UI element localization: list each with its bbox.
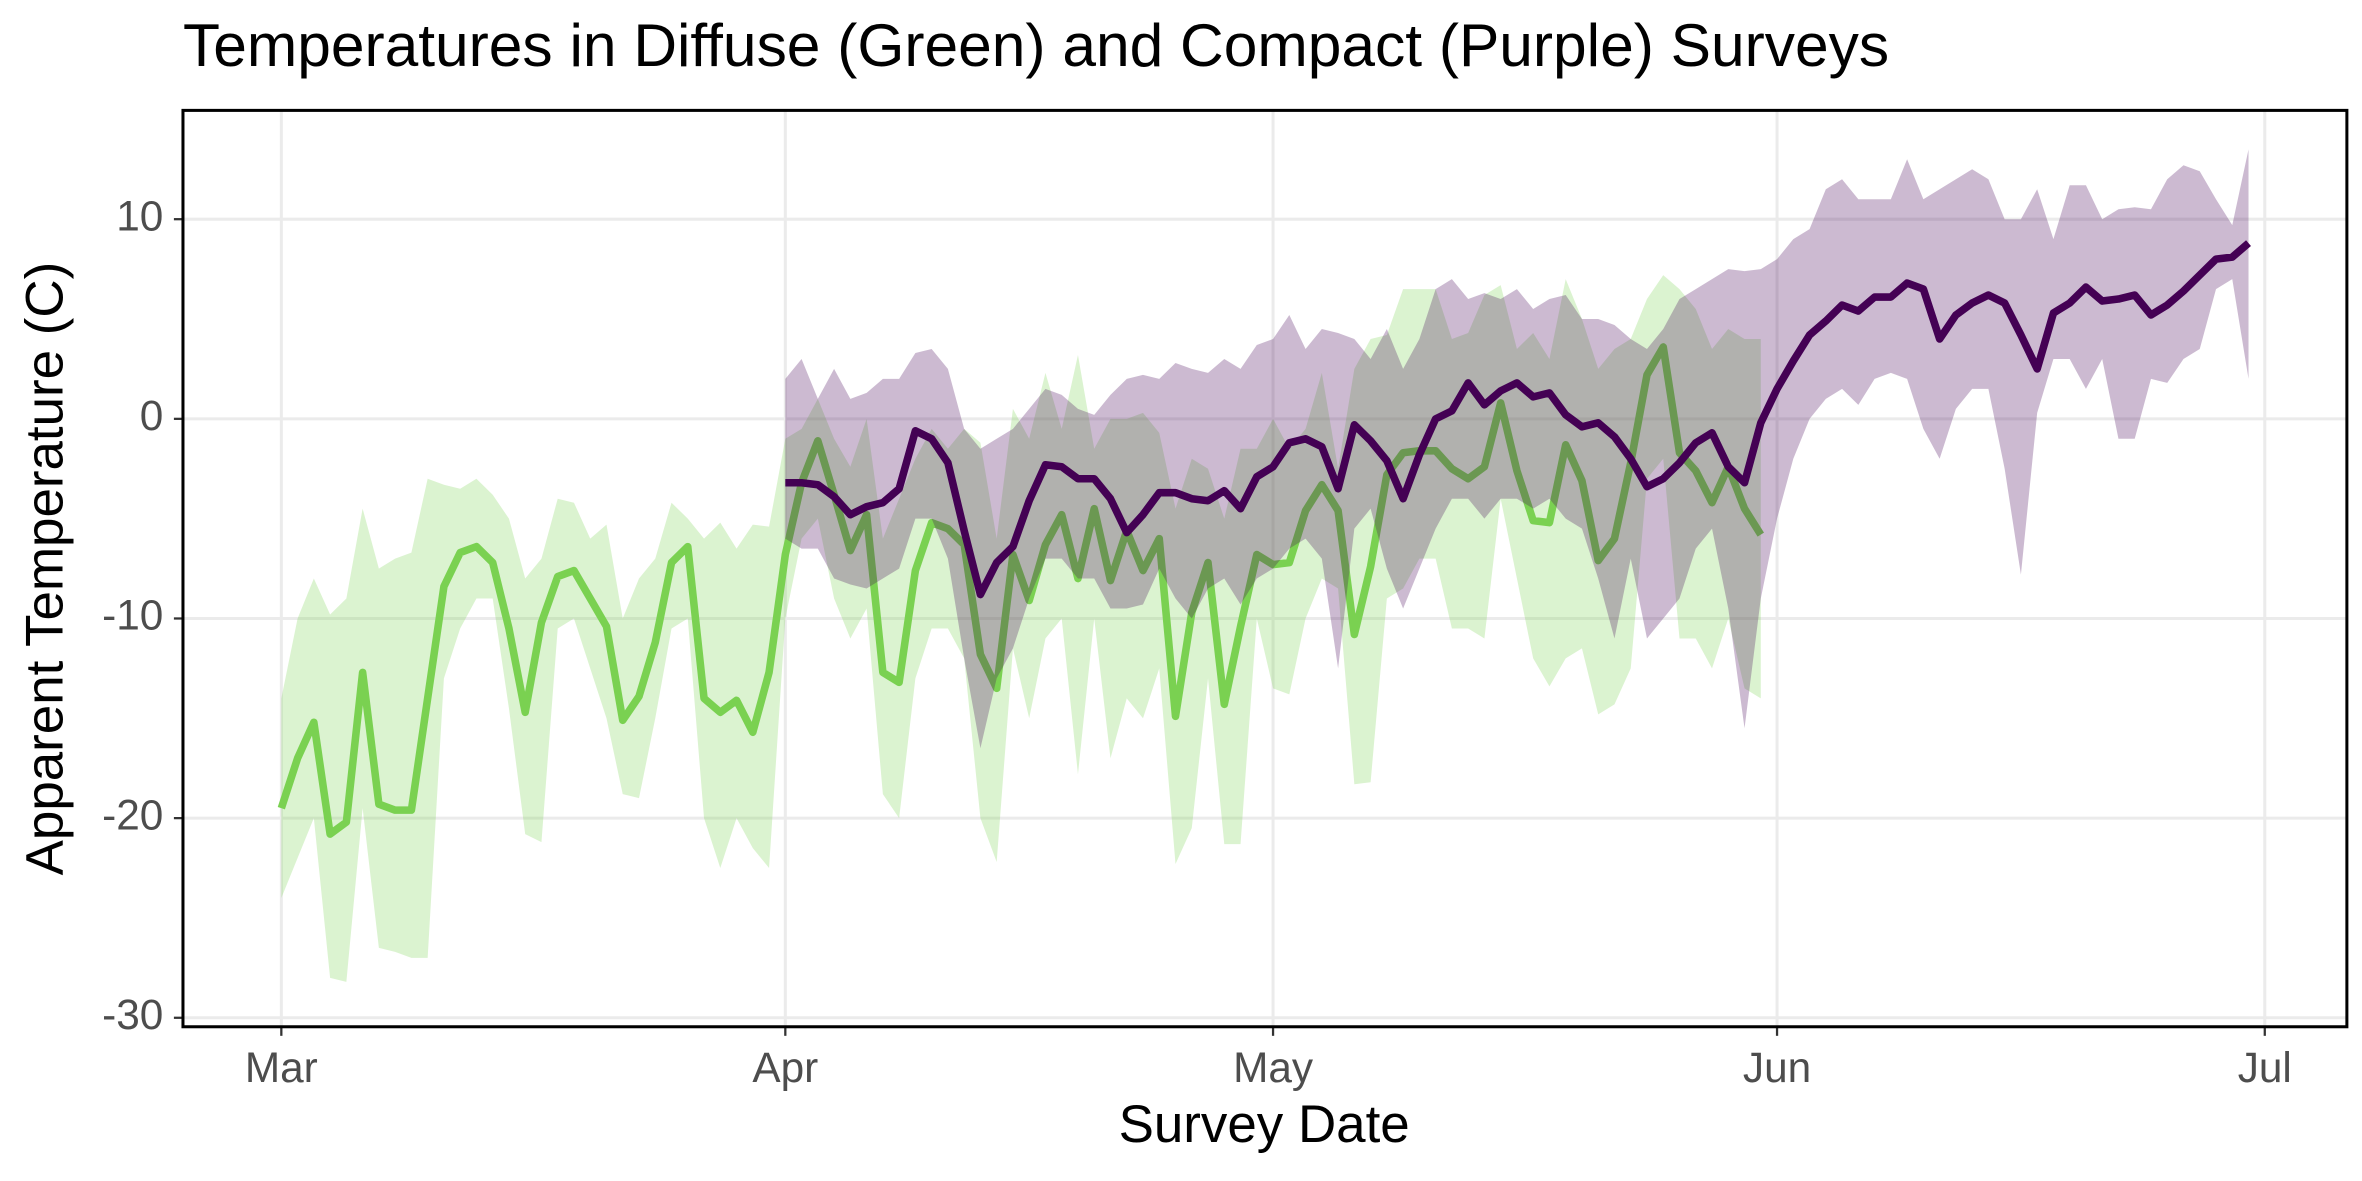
x-tick-label: Jun [1743, 1044, 1811, 1091]
confidence-band [281, 275, 1761, 982]
y-tick-label: 10 [116, 192, 163, 239]
plot-border [181, 108, 2349, 1029]
x-axis-label: Survey Date [1119, 1095, 1410, 1154]
y-tick-label: 0 [140, 392, 164, 439]
x-tick-label: May [1233, 1044, 1314, 1091]
y-tick-label: -10 [102, 592, 163, 639]
x-tick-label: Mar [245, 1044, 318, 1091]
x-tick-label: Apr [752, 1044, 818, 1091]
confidence-band [785, 149, 2249, 749]
y-tick-label: -30 [102, 991, 163, 1038]
y-axis-label: Apparent Temperature (C) [15, 262, 74, 876]
x-tick-label: Jul [2238, 1044, 2292, 1091]
y-tick-label: -20 [102, 791, 163, 838]
chart-title: Temperatures in Diffuse (Green) and Comp… [183, 11, 1889, 79]
line [785, 240, 2251, 599]
line [277, 343, 1764, 838]
